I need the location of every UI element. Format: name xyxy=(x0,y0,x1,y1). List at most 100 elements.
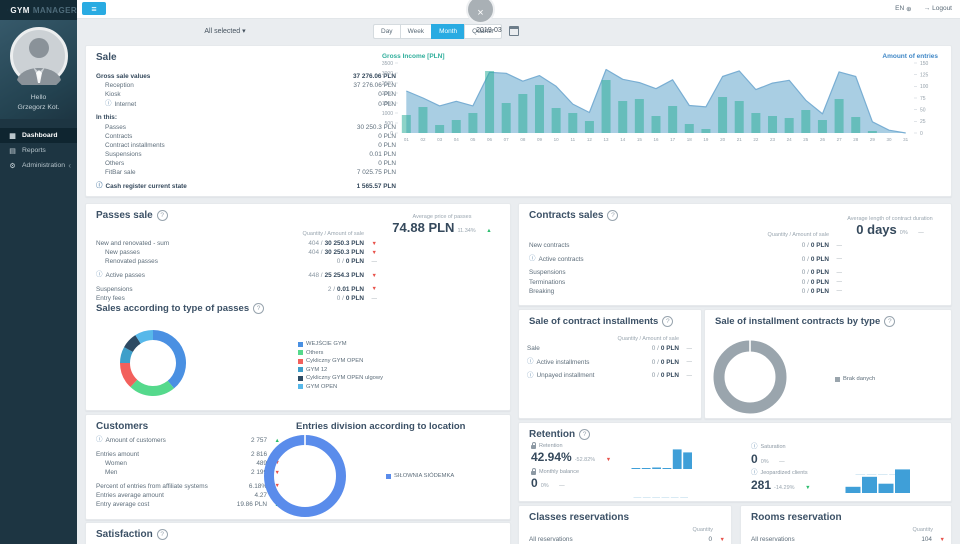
rooms-column-header: Quantity xyxy=(912,527,933,533)
row-label-text: New contracts xyxy=(529,242,570,250)
location-filter-dropdown[interactable]: All selected ▾ xyxy=(185,27,265,35)
sidebar-item-reports[interactable]: ▤ Reports xyxy=(0,143,77,158)
installments-column-header: Quantity / Amount of sale xyxy=(617,336,679,342)
help-icon[interactable] xyxy=(579,429,591,440)
row-value: 0 PLN xyxy=(378,160,396,168)
row-label: Entries average amount xyxy=(96,492,164,499)
row-value: 37 276.06 PLN xyxy=(353,73,396,81)
row-label-text: Renovated passes xyxy=(105,258,158,266)
row-value: 0 PLN xyxy=(378,141,396,149)
row-value: 6.18% xyxy=(248,482,267,490)
row-value: 2 757 xyxy=(251,437,267,445)
svg-text:21: 21 xyxy=(737,137,743,142)
installments-by-type-donut xyxy=(713,339,787,414)
row-label-text: Breaking xyxy=(529,287,555,295)
row-label-text: Reception xyxy=(105,82,134,90)
language-selector[interactable]: EN ⊕ xyxy=(895,5,911,13)
row-label: Suspensions xyxy=(529,269,566,276)
sale-rows: Gross sale values 37 276.06 PLN Reception 3… xyxy=(96,72,396,191)
row-label-text: New passes xyxy=(105,249,140,257)
row-label-text: Contracts xyxy=(105,132,133,140)
metric-value-row: 0 0% — xyxy=(531,476,579,490)
sidebar-item-dashboard[interactable]: ▦ Dashboard xyxy=(0,128,77,143)
lock-icon xyxy=(531,468,536,475)
info-icon: ⓘ xyxy=(96,182,103,190)
metric-value: 0 xyxy=(531,476,538,490)
row-label: Terminations xyxy=(529,279,565,286)
svg-text:22: 22 xyxy=(753,137,759,142)
row-label-text: Terminations xyxy=(529,278,566,286)
entries-location-legend: SIŁOWNIA SIÓDEMKA xyxy=(386,473,454,482)
hamburger-menu-button[interactable]: ≡ xyxy=(82,2,106,15)
metric-value: 281 xyxy=(751,477,772,492)
row-label-text: Others xyxy=(105,160,125,168)
period-button-quarter[interactable]: Quarter xyxy=(464,24,503,39)
table-row: Terminations 0 / 0 PLN — xyxy=(529,278,842,287)
logo-text-gym: GYM xyxy=(10,5,30,15)
legend-item: Brak danych xyxy=(835,376,875,382)
svg-text:02: 02 xyxy=(420,137,426,142)
trend-icon: ▼ xyxy=(371,272,377,279)
legend-item: WEJŚCIE GYM xyxy=(298,341,383,347)
svg-text:100: 100 xyxy=(920,84,929,90)
table-row: Entry fees 0 / 0 PLN — xyxy=(96,294,377,303)
svg-text:26: 26 xyxy=(820,137,826,142)
svg-text:150: 150 xyxy=(920,61,929,67)
hamburger-icon: ≡ xyxy=(91,3,97,14)
svg-text:07: 07 xyxy=(504,137,510,142)
row-quantity: 0 / xyxy=(651,345,659,353)
legend-item: GYM 12 xyxy=(298,367,383,373)
table-row: Entries average amount 4.27 ▲ xyxy=(96,491,280,500)
table-row: New contracts 0 / 0 PLN — xyxy=(529,241,842,250)
info-icon: ⓘ xyxy=(105,99,112,107)
row-label: Entries amount xyxy=(96,451,139,458)
calendar-icon[interactable] xyxy=(509,26,519,36)
help-icon[interactable] xyxy=(662,316,674,327)
period-button-day[interactable]: Day xyxy=(373,24,400,39)
reports-icon: ▤ xyxy=(9,147,16,155)
trend-icon: ▲ xyxy=(274,437,280,444)
row-label: Percent of entries from affiliate system… xyxy=(96,483,208,490)
metric-value-row: 281 -14.29% ▼ xyxy=(751,478,811,492)
legend-swatch xyxy=(298,350,303,355)
close-button[interactable]: × xyxy=(466,0,495,24)
table-row: ⓘ Unpayed installment 0 / 0 PLN — xyxy=(527,371,692,380)
average-duration-caption: Average length of contract duration xyxy=(847,216,933,222)
trend-icon: — xyxy=(371,258,378,265)
row-label-text: Gross sale values xyxy=(96,73,151,81)
logout-button[interactable]: → Logout xyxy=(924,5,952,12)
legend-swatch xyxy=(298,341,303,347)
svg-text:05: 05 xyxy=(470,137,476,142)
legend-label: Cykliczny GYM OPEN xyxy=(306,358,364,364)
help-icon[interactable] xyxy=(156,210,168,221)
period-button-week[interactable]: Week xyxy=(399,24,432,39)
metric-value-row: 0 0% — xyxy=(751,452,786,466)
legend-label: Cykliczny GYM OPEN ulgowy xyxy=(306,375,383,381)
metric-delta: 0% xyxy=(760,458,769,465)
period-button-month[interactable]: Month xyxy=(431,24,465,39)
trend-icon: ▼ xyxy=(371,286,377,293)
installments-title: Sale of contract installments xyxy=(529,316,674,327)
average-duration-block: Average length of contract duration 0 da… xyxy=(837,216,943,237)
profile-panel: Hello Grzegorz Kot. xyxy=(0,20,77,119)
metric-value: 42.94% xyxy=(531,450,572,464)
donut-chart xyxy=(713,339,787,414)
table-row: Suspensions 0.01 PLN xyxy=(96,150,396,159)
legend-label: GYM 12 xyxy=(306,366,328,373)
trend-icon: ▼ xyxy=(805,484,811,491)
svg-text:09: 09 xyxy=(537,137,543,142)
chevron-left-icon: ‹ xyxy=(68,161,71,170)
metric-label: Saturation xyxy=(760,444,786,451)
help-icon[interactable] xyxy=(156,529,168,540)
row-label: New passes xyxy=(96,249,140,256)
row-label: In this: xyxy=(96,114,117,121)
help-icon[interactable] xyxy=(253,303,265,314)
sidebar-item-administration[interactable]: ⚙ Administration ‹ xyxy=(0,158,77,173)
customers-title: Customers xyxy=(96,421,149,432)
table-row: Passes 30 250.3 PLN xyxy=(96,122,396,131)
date-display[interactable]: 2019-03 xyxy=(476,27,502,34)
help-icon[interactable] xyxy=(884,316,896,327)
trend-icon: ▼ xyxy=(371,249,377,256)
svg-text:03: 03 xyxy=(437,137,443,142)
help-icon[interactable] xyxy=(607,210,619,221)
